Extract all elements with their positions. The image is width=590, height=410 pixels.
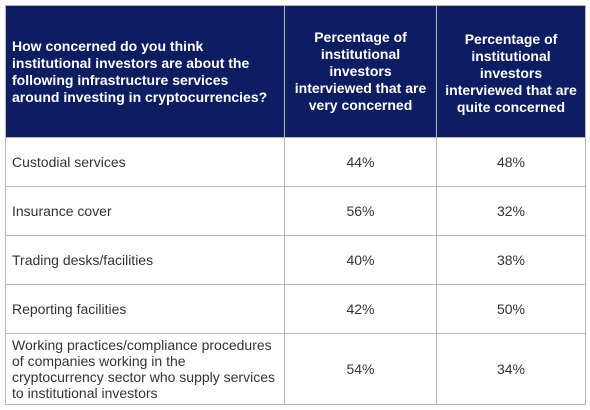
quite-concerned-cell: 38% xyxy=(436,235,586,285)
table-row: Insurance cover 56% 32% xyxy=(5,186,586,236)
row-label: Reporting facilities xyxy=(5,284,285,334)
table-row: Trading desks/facilities 40% 38% xyxy=(5,235,586,285)
header-row: How concerned do you think institutional… xyxy=(5,5,586,138)
table-header: How concerned do you think institutional… xyxy=(5,5,586,138)
row-label: Insurance cover xyxy=(5,186,285,236)
table-row: Custodial services 44% 48% xyxy=(5,137,586,187)
quite-concerned-cell: 34% xyxy=(436,333,586,405)
survey-table-container: How concerned do you think institutional… xyxy=(5,5,586,405)
very-concerned-cell: 56% xyxy=(284,186,437,236)
header-quite-concerned: Percentage of institutional investors in… xyxy=(436,5,586,138)
survey-table: How concerned do you think institutional… xyxy=(5,5,586,405)
row-label: Working practices/compliance procedures … xyxy=(5,333,285,405)
very-concerned-cell: 54% xyxy=(284,333,437,405)
very-concerned-cell: 44% xyxy=(284,137,437,187)
header-very-concerned: Percentage of institutional investors in… xyxy=(284,5,437,138)
table-row: Working practices/compliance procedures … xyxy=(5,333,586,405)
table-body: Custodial services 44% 48% Insurance cov… xyxy=(5,137,586,405)
quite-concerned-cell: 50% xyxy=(436,284,586,334)
row-label: Custodial services xyxy=(5,137,285,187)
quite-concerned-cell: 32% xyxy=(436,186,586,236)
row-label: Trading desks/facilities xyxy=(5,235,285,285)
very-concerned-cell: 40% xyxy=(284,235,437,285)
quite-concerned-cell: 48% xyxy=(436,137,586,187)
table-row: Reporting facilities 42% 50% xyxy=(5,284,586,334)
header-question: How concerned do you think institutional… xyxy=(5,5,285,138)
very-concerned-cell: 42% xyxy=(284,284,437,334)
